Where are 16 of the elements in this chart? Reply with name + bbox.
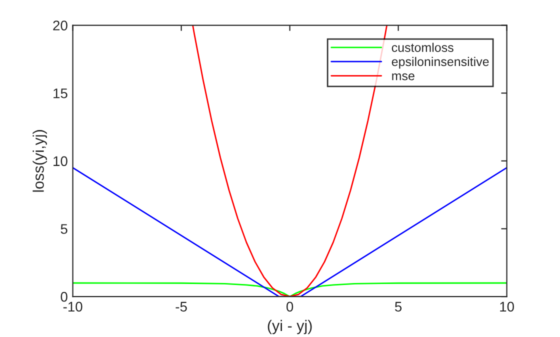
x-tick-label: 10 bbox=[500, 302, 514, 312]
y-tick-label: 5 bbox=[60, 224, 68, 234]
x-tick-label: -5 bbox=[176, 302, 187, 312]
legend-label: mse bbox=[392, 73, 414, 80]
x-tick-label: 0 bbox=[286, 302, 294, 312]
line-series bbox=[192, 25, 388, 297]
x-axis-title: (yi - yj) bbox=[268, 320, 312, 334]
y-tick-label: 0 bbox=[60, 292, 68, 302]
y-tick-label: 20 bbox=[53, 20, 68, 30]
x-tick-label: -10 bbox=[63, 302, 82, 312]
y-axis-title: loss(yi,yj) bbox=[32, 130, 47, 192]
legend-label: customloss bbox=[392, 42, 454, 52]
y-tick-label: 15 bbox=[54, 88, 68, 98]
legend-label: epsiloninsensitive bbox=[392, 56, 489, 69]
y-tick-label: 10 bbox=[54, 156, 68, 166]
x-tick-label: 5 bbox=[394, 302, 402, 312]
